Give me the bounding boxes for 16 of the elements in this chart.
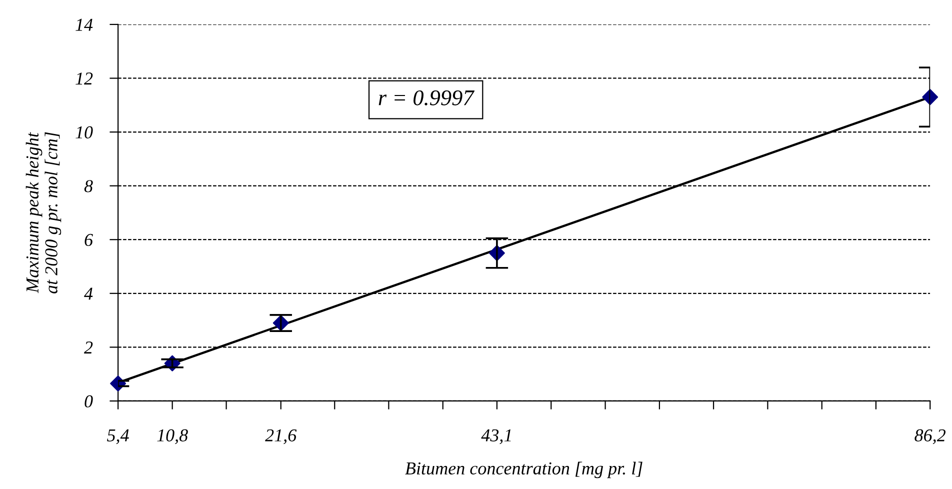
y-tick-label: 2 <box>84 342 93 354</box>
y-tick-label: 10 <box>76 126 93 138</box>
y-tick-label: 6 <box>84 234 93 246</box>
y-tick-label: 12 <box>76 72 93 85</box>
y-tick-label: 8 <box>84 180 93 192</box>
annotation: r = 0.9997 <box>378 90 475 106</box>
x-tick-label: 43,1 <box>481 429 511 444</box>
x-tick-label: 86,2 <box>914 429 946 444</box>
y-tick-label: 14 <box>76 18 93 31</box>
y-tick-label: 4 <box>84 288 93 300</box>
y-tick-label: 0 <box>84 395 93 408</box>
x-tick-label: 10,8 <box>157 429 188 444</box>
x-axis-title: Bitumen concentration [mg pr. l] <box>405 462 642 478</box>
x-tick-label: 5,4 <box>107 429 129 444</box>
x-tick-label: 21,6 <box>265 429 297 444</box>
y-axis-title: Maximum peak height at 2000 g pr. mol [cm] <box>26 132 62 294</box>
